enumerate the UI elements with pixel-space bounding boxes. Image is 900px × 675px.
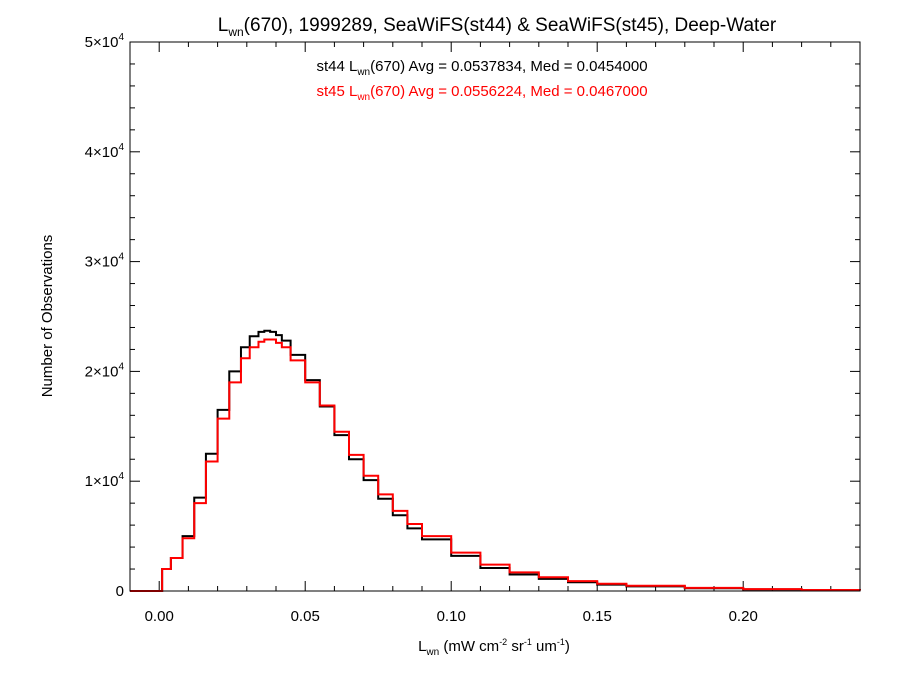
annotation-st44-pre: st44 L: [316, 58, 357, 75]
x-label-sup3: -1: [557, 637, 565, 647]
y-tick-label: 2×104: [85, 361, 125, 380]
series-line-st45: [130, 338, 861, 592]
x-label-sup2: -1: [524, 637, 532, 647]
x-label-mid: sr: [507, 638, 524, 655]
x-label-end: ): [565, 638, 570, 655]
x-tick-label: 0.15: [583, 608, 612, 625]
series-line-st44: [130, 329, 861, 592]
x-label-pre: L: [418, 638, 426, 655]
chart-title-pre: L: [218, 15, 229, 36]
y-tick-label: 0: [116, 583, 124, 600]
annotation-st44-sub: wn: [356, 67, 370, 78]
chart-title-sub: wn: [227, 25, 243, 39]
x-tick-label: 0.10: [437, 608, 466, 625]
x-label-mid2: um: [532, 638, 557, 655]
plot-frame: [129, 41, 861, 592]
axis-ticks: 0.00 0.05 0.10 0.15 0.20 0 1×104 2×104 3×104 4×10…: [85, 32, 861, 625]
annotation-st45-post: (670) Avg = 0.0556224, Med = 0.0467000: [370, 83, 647, 100]
y-tick-label: 3×104: [85, 252, 125, 271]
y-axis-label: Number of Observations: [39, 235, 56, 398]
chart-title-post: (670), 1999289, SeaWiFS(st44) & SeaWiFS(…: [244, 15, 777, 36]
annotation-st45: st45 Lwn(670) Avg = 0.0556224, Med = 0.0…: [316, 83, 647, 103]
x-label-sub: wn: [425, 647, 439, 658]
data-series: [130, 329, 861, 592]
y-tick-label: 5×104: [85, 32, 125, 51]
x-tick-label: 0.20: [729, 608, 758, 625]
y-tick-label: 1×104: [85, 471, 125, 490]
annotation-st44-post: (670) Avg = 0.0537834, Med = 0.0454000: [370, 58, 647, 75]
chart-title: Lwn(670), 1999289, SeaWiFS(st44) & SeaWi…: [218, 15, 777, 39]
x-tick-label: 0.00: [145, 608, 174, 625]
x-label-sup1: -2: [499, 637, 507, 647]
x-label-post: (mW cm: [439, 638, 499, 655]
x-axis-label: Lwn (mW cm-2 sr-1 um-1): [418, 637, 570, 658]
y-tick-label: 4×104: [85, 142, 125, 161]
x-tick-label: 0.05: [291, 608, 320, 625]
annotation-st45-sub: wn: [356, 92, 370, 103]
annotation-st45-pre: st45 L: [316, 83, 357, 100]
annotation-st44: st44 Lwn(670) Avg = 0.0537834, Med = 0.0…: [316, 58, 647, 78]
